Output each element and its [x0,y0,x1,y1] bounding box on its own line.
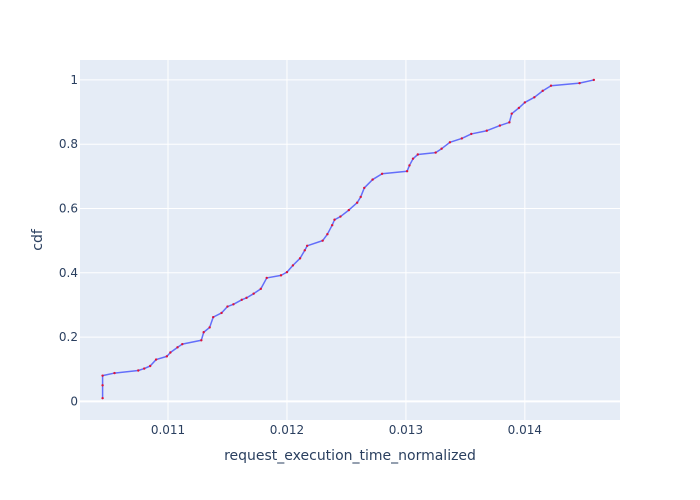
y-tick-label: 0 [70,394,78,408]
data-point [240,298,243,301]
data-point [143,367,146,370]
data-point [154,358,158,361]
x-tick-label: 0.014 [508,423,542,437]
data-point [339,215,342,218]
data-point [303,249,306,252]
data-point [347,208,351,212]
data-point [232,303,235,306]
y-tick-label: 1 [70,73,78,87]
data-point [549,84,553,87]
data-point [330,224,334,227]
data-point [517,106,521,110]
data-point [202,331,205,334]
data-point [279,274,283,277]
data-point [510,112,513,115]
tick-labels: 0.011 0.012 0.013 0.014 0 0.2 0.4 0.6 0.8 1 [59,73,542,437]
data-point [176,346,179,349]
data-point [245,296,248,300]
data-point [226,305,229,308]
data-point [470,132,473,136]
data-point [101,374,104,377]
grid-lines [80,60,620,420]
y-tick-label: 0.4 [59,266,78,280]
x-tick-label: 0.012 [270,423,304,437]
data-point [200,339,203,342]
data-point [460,137,464,140]
data-point [592,78,596,82]
y-tick-label: 0.8 [59,137,78,151]
data-point [212,315,215,319]
data-point [485,129,488,132]
data-point [285,270,289,274]
data-point [113,371,116,375]
data-point [265,276,268,280]
data-point [252,292,255,295]
data-point [220,311,223,315]
data-point [355,201,359,204]
x-tick-label: 0.011 [151,423,185,437]
data-point [359,195,362,199]
data-point [416,153,419,156]
data-point [148,364,152,368]
data-point [169,351,172,354]
data-point [181,342,184,346]
y-axis-title: cdf [30,228,46,251]
data-point [101,384,104,387]
data-point [448,141,452,144]
data-point [371,178,374,181]
data-point [298,257,302,260]
data-point [101,396,104,400]
data-point [208,326,211,329]
data-point [363,186,366,190]
y-tick-label: 0.6 [59,202,78,216]
data-point [333,218,336,221]
data-point [305,244,309,247]
data-point [434,151,437,154]
data-point [380,172,384,175]
data-point [440,147,443,150]
data-point [291,264,295,267]
data-point [165,355,169,358]
data-point [533,96,536,99]
data-point [408,164,411,167]
data-point [508,121,511,124]
x-tick-label: 0.013 [389,423,423,437]
plot-area [80,60,620,420]
data-point [498,124,502,127]
y-tick-label: 0.2 [59,330,78,344]
x-axis-title: request_execution_time_normalized [224,448,476,464]
data-point [321,239,324,242]
data-point [541,89,544,93]
data-point [578,81,581,85]
data-point [405,170,409,173]
data-point [411,157,415,160]
data-point [326,233,329,236]
data-point [523,101,527,104]
marker-layer [101,78,596,400]
data-point [137,369,140,372]
data-point [259,287,262,291]
